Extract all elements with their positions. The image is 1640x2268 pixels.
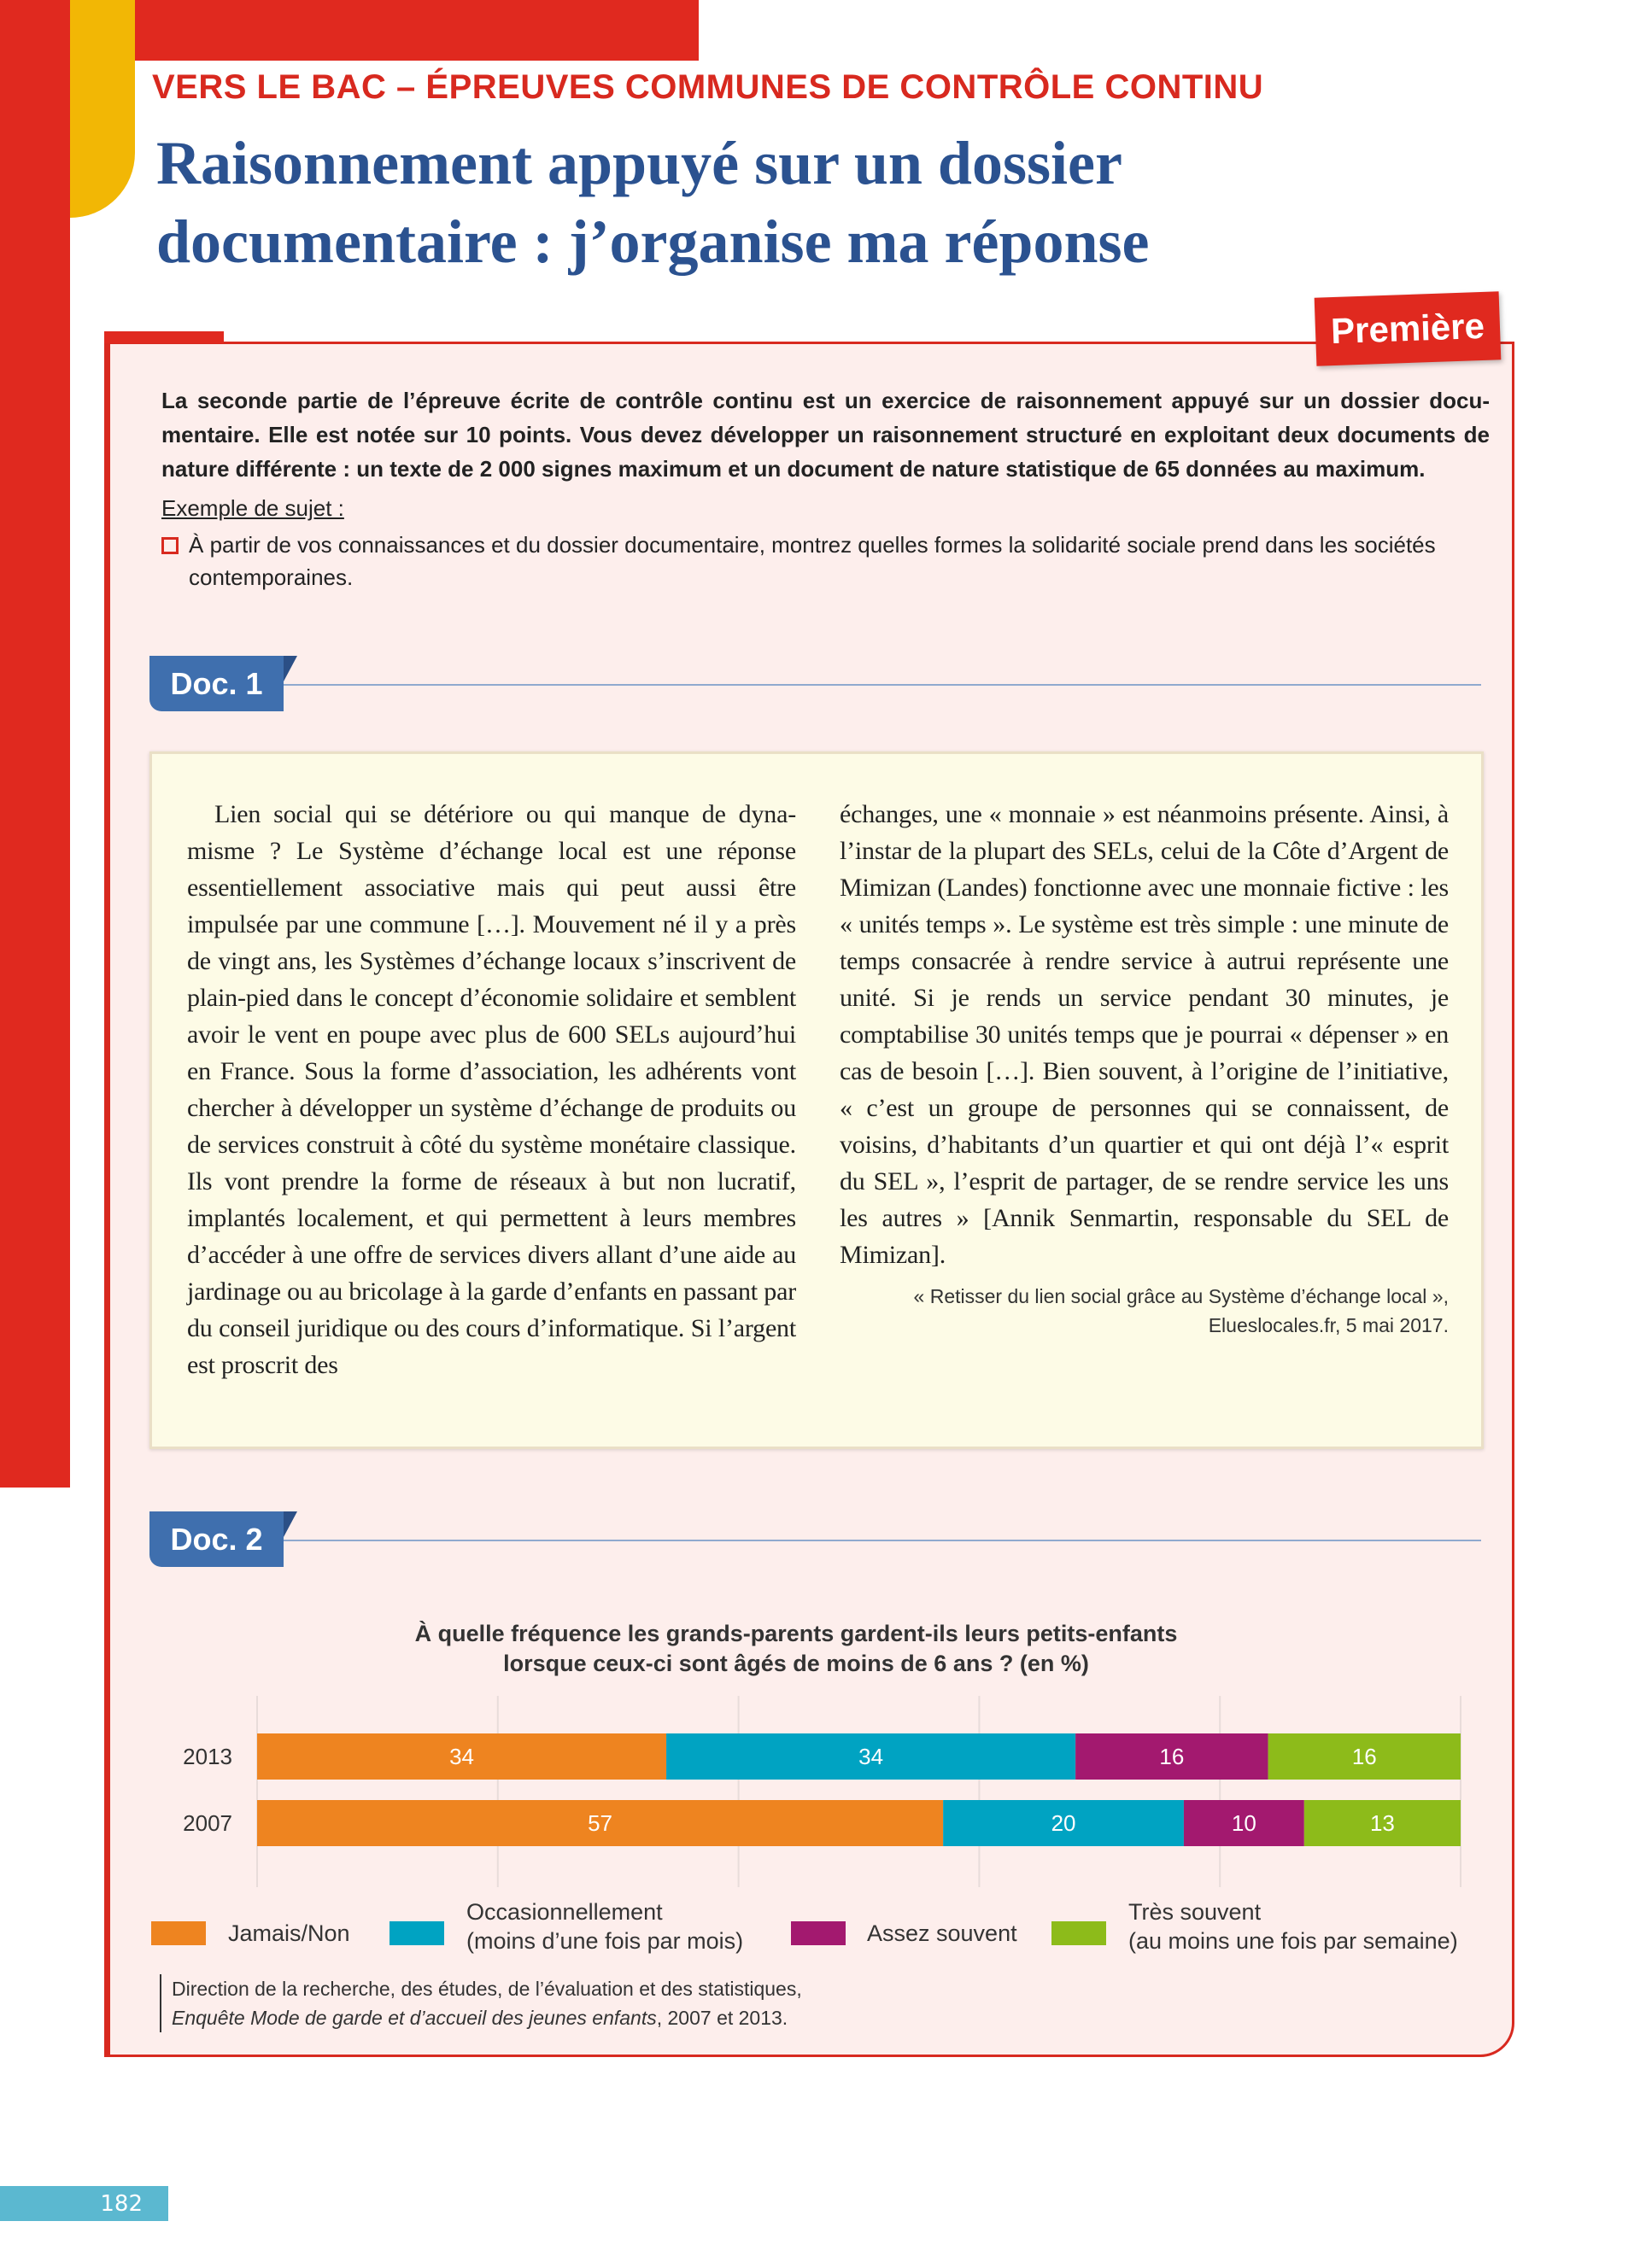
left-red-band (0, 0, 70, 1488)
checkbox-icon (161, 537, 179, 554)
doc1-text-line: y a près de vingt ans, les Systèmes d’éc… (187, 910, 796, 975)
doc1-text-line: échanges, une « monnaie » est néanmoins … (840, 800, 1364, 828)
doc2-source-line2: Enquête Mode de garde et d’accueil des j… (172, 2003, 802, 2032)
page-number: 182 (0, 2186, 168, 2221)
doc1-text-line: essentiellement associative mais qui peu… (187, 874, 796, 902)
doc1-text-line: les autres » [Annik Senmartin, responsab… (840, 1204, 1449, 1232)
legend-swatch (151, 1921, 206, 1945)
doc1-text-line: […]. Bien souvent, à l’origine de l’init… (840, 1057, 1449, 1122)
doc2-source: Direction de la recherche, des études, d… (160, 1974, 802, 2032)
doc2-source-years: , 2007 et 2013. (656, 2007, 788, 2029)
doc1-right-wrapper: échanges, une « monnaie » est néanmoins … (840, 796, 1449, 1340)
doc2-tab: Doc. 2 (149, 1511, 297, 1567)
doc2-rule (284, 1540, 1481, 1541)
doc1-text-line: d’Argent de Mimizan (Landes) fonctionne … (840, 837, 1449, 902)
doc1-text-line: temps que je pourrai « dépenser » en cas… (840, 1020, 1449, 1085)
doc1-text-line: allant d’une aide au jardinage ou au bri… (187, 1241, 796, 1306)
doc1-text-line: d’association, les adhérents vont cherch… (187, 1057, 796, 1122)
doc1-text-line: s’inscrivent de plain-pied dans le conce… (187, 947, 796, 1012)
legend-label: Très souvent (au moins une fois par semai… (1128, 1897, 1458, 1955)
yellow-corner-decoration (70, 0, 135, 218)
doc1-text-line: SEL », l’esprit de partager, de se rendr… (873, 1167, 1450, 1195)
chart-title-line1: À quelle fréquence les grands-parents ga… (414, 1621, 1178, 1646)
doc1-text-line: d’habitants d’un quartier et qui ont déj… (840, 1131, 1449, 1195)
legend-swatch (390, 1921, 444, 1945)
legend-label-line: Jamais/Non (228, 1920, 350, 1946)
legend-label-line: Très souvent (1128, 1899, 1262, 1925)
legend-label: Occasionnellement (moins d’une fois par m… (466, 1897, 743, 1955)
doc1-text-line: Ainsi, à l’instar de la plupart des SELs… (840, 800, 1449, 865)
legend-label-line: (moins d’une fois par mois) (466, 1928, 744, 1954)
doc1-text-line: garde d’enfants en passant par du consei… (187, 1277, 796, 1342)
doc1-text-line: construit à côté du système monétaire cl… (187, 1131, 796, 1195)
doc1-source: « Retisser du lien social grâce au Systè… (840, 1282, 1449, 1340)
legend-label-line: Assez souvent (867, 1920, 1017, 1946)
doc1-text-line: vont prendre la forme de réseaux à but n… (224, 1167, 796, 1195)
doc1-source-line: « Retisser du lien social grâce au Systè… (913, 1285, 1449, 1307)
doc1-text-line: un système d’échange de produits ou de s… (187, 1094, 796, 1159)
doc1-right-column: échanges, une « monnaie » est néanmoins … (840, 796, 1449, 1273)
legend-label-line: (au moins une fois par semaine) (1128, 1928, 1458, 1954)
intro-line: mentaire. Elle est notée sur 10 points. … (161, 422, 1490, 447)
doc1-text-line: très simple : une minute de temps consac… (840, 910, 1449, 975)
doc1-tab: Doc. 1 (149, 656, 297, 711)
doc1-text-line: solidaire et semblent avoir le vent en p… (187, 984, 796, 1049)
legend-swatch (1051, 1921, 1106, 1945)
legend-label-line: Occasionnellement (466, 1899, 663, 1925)
doc1-text-line: service pendant 30 minutes, je comptabil… (840, 984, 1450, 1049)
legend-label: Jamais/Non (228, 1919, 350, 1948)
instructions: La seconde partie de l’épreuve écrite de… (161, 383, 1490, 593)
doc1-text-line: impulsée par une commune […]. Mouvement … (187, 910, 708, 938)
subject-item: À partir de vos connaissances et du doss… (161, 529, 1490, 593)
doc1-source-line: Elueslocales.fr, 5 mai 2017. (1208, 1314, 1449, 1336)
intro-line: La seconde partie de l’épreuve écrite de… (161, 388, 1490, 413)
page-title-line1: Raisonnement appuyé sur un dossier (156, 129, 1122, 197)
doc1-text-line: implantés localement, et qui permettent … (187, 1204, 692, 1232)
doc1-text-line: des cours d’informatique. Si l’argent es… (187, 1314, 796, 1379)
legend-label: Assez souvent (867, 1919, 1017, 1948)
example-label: Exemple de sujet : (161, 495, 344, 521)
doc1-text-line: Lien social qui se détériore ou qui manq… (214, 800, 796, 828)
doc1-text-line: Mimizan]. (840, 1241, 946, 1269)
top-red-band (135, 0, 699, 61)
level-badge: Première (1314, 291, 1502, 366)
doc1-left-column: Lien social qui se détériore ou qui manq… (187, 796, 796, 1383)
legend-swatch (791, 1921, 846, 1945)
doc1-text-box (149, 751, 1484, 1449)
page-title-line2: documentaire : j’organise ma réponse (156, 208, 1150, 276)
doc1-text-line: de 600 SELs aujourd’hui en France. Sous … (187, 1020, 796, 1085)
doc1-text-line: service à autrui représente une unité. S… (840, 947, 1449, 1012)
doc1-text-line: groupe de personnes qui se connaissent, … (840, 1094, 1449, 1159)
subject-text: À partir de vos connaissances et du doss… (189, 532, 1436, 590)
doc1-text-line: membres d’accéder à une offre de service… (187, 1204, 796, 1269)
chart-title-line2: lorsque ceux-ci sont âgés de moins de 6 … (503, 1651, 1089, 1676)
doc1-rule (284, 684, 1481, 686)
intro-paragraph: La seconde partie de l’épreuve écrite de… (161, 383, 1490, 486)
doc1-text-line: misme ? Le Système d’échange local est u… (187, 837, 796, 865)
chart-title: À quelle fréquence les grands-parents ga… (256, 1619, 1336, 1679)
intro-line: nature différente : un texte de 2 000 si… (161, 456, 1426, 482)
doc2-source-title: Enquête Mode de garde et d’accueil des j… (172, 2007, 657, 2029)
box-corner-tab (104, 331, 224, 343)
doc1-text-line: monnaie fictive : les « unités temps ». … (840, 874, 1450, 938)
section-kicker: VERS LE BAC – ÉPREUVES COMMUNES DE CONTR… (152, 68, 1264, 106)
doc2-source-line1: Direction de la recherche, des études, d… (172, 1978, 802, 2000)
